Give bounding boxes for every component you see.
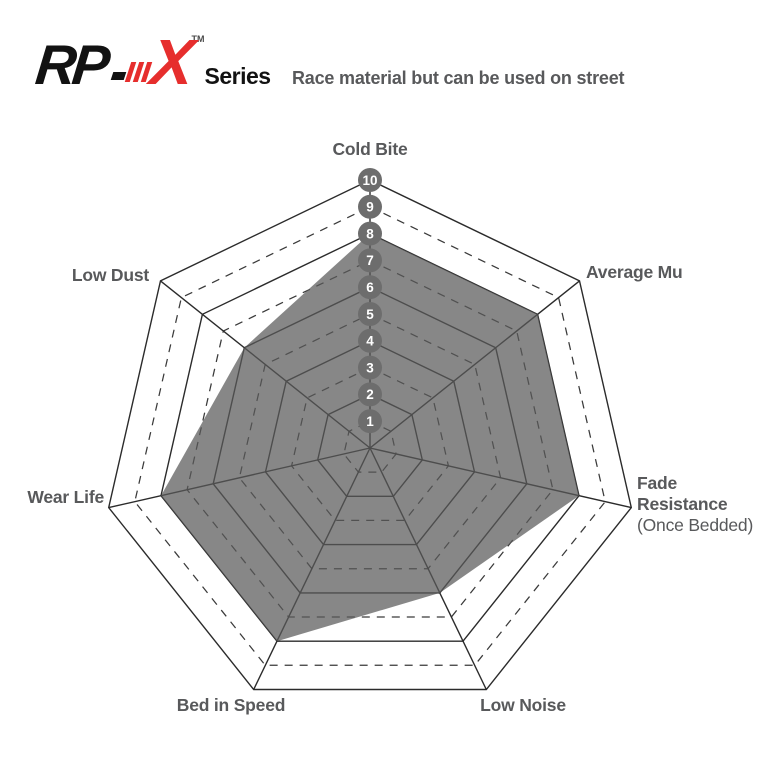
- tagline: Race material but can be used on street: [292, 68, 625, 88]
- scale-badge-4: [358, 328, 382, 353]
- grid-ring-10: [107, 179, 633, 691]
- scale-badge-3: [358, 355, 382, 380]
- scale-badge-label-5: 5: [366, 307, 374, 322]
- fade-resistance-line2: Resistance: [637, 494, 728, 514]
- logo-series-text: Series: [204, 63, 271, 89]
- brand-logo: RP X TM Series: [33, 26, 271, 98]
- data-polygon: [161, 233, 579, 642]
- scale-badge-label-8: 8: [366, 226, 374, 241]
- grid-ring-8: [160, 232, 580, 642]
- scale-badge-label-2: 2: [366, 387, 374, 402]
- scale-badge-9: [358, 194, 382, 219]
- scale-badge-6: [358, 275, 382, 300]
- scale-badge-7: [358, 248, 382, 273]
- grid-ring-9: [134, 206, 606, 666]
- scale-badge-label-10: 10: [362, 173, 377, 188]
- axis-label-low-noise: Low Noise: [480, 695, 566, 715]
- scale-badge-label-7: 7: [366, 253, 374, 268]
- grid-ring-7: [186, 259, 554, 618]
- trademark-symbol: TM: [191, 34, 205, 44]
- axis-label-average-mu: Average Mu: [586, 262, 683, 282]
- scale-badge-label-6: 6: [366, 280, 374, 295]
- fade-resistance-note: (Once Bedded): [637, 515, 754, 535]
- scale-badge-label-9: 9: [366, 200, 374, 215]
- scale-badge-label-4: 4: [366, 334, 374, 349]
- scale-badge-8: [358, 221, 382, 246]
- scale-badge-1: [358, 409, 382, 434]
- axis-label-low-dust: Low Dust: [71, 265, 149, 285]
- axis-label-bed-in-speed: Bed in Speed: [176, 695, 286, 715]
- axis-label-fade-resistance: Fade Resistance (Once Bedded): [637, 473, 753, 536]
- scale-badge-5: [358, 302, 382, 326]
- axis-label-cold-bite: Cold Bite: [332, 139, 408, 159]
- scale-badge-label-1: 1: [366, 414, 374, 429]
- scale-badge-2: [358, 382, 382, 407]
- axis-label-wear-life: Wear Life: [27, 487, 104, 507]
- scale-badge-10: [358, 168, 382, 192]
- scale-badge-label-3: 3: [366, 360, 374, 375]
- fade-resistance-line1: Fade: [637, 473, 678, 493]
